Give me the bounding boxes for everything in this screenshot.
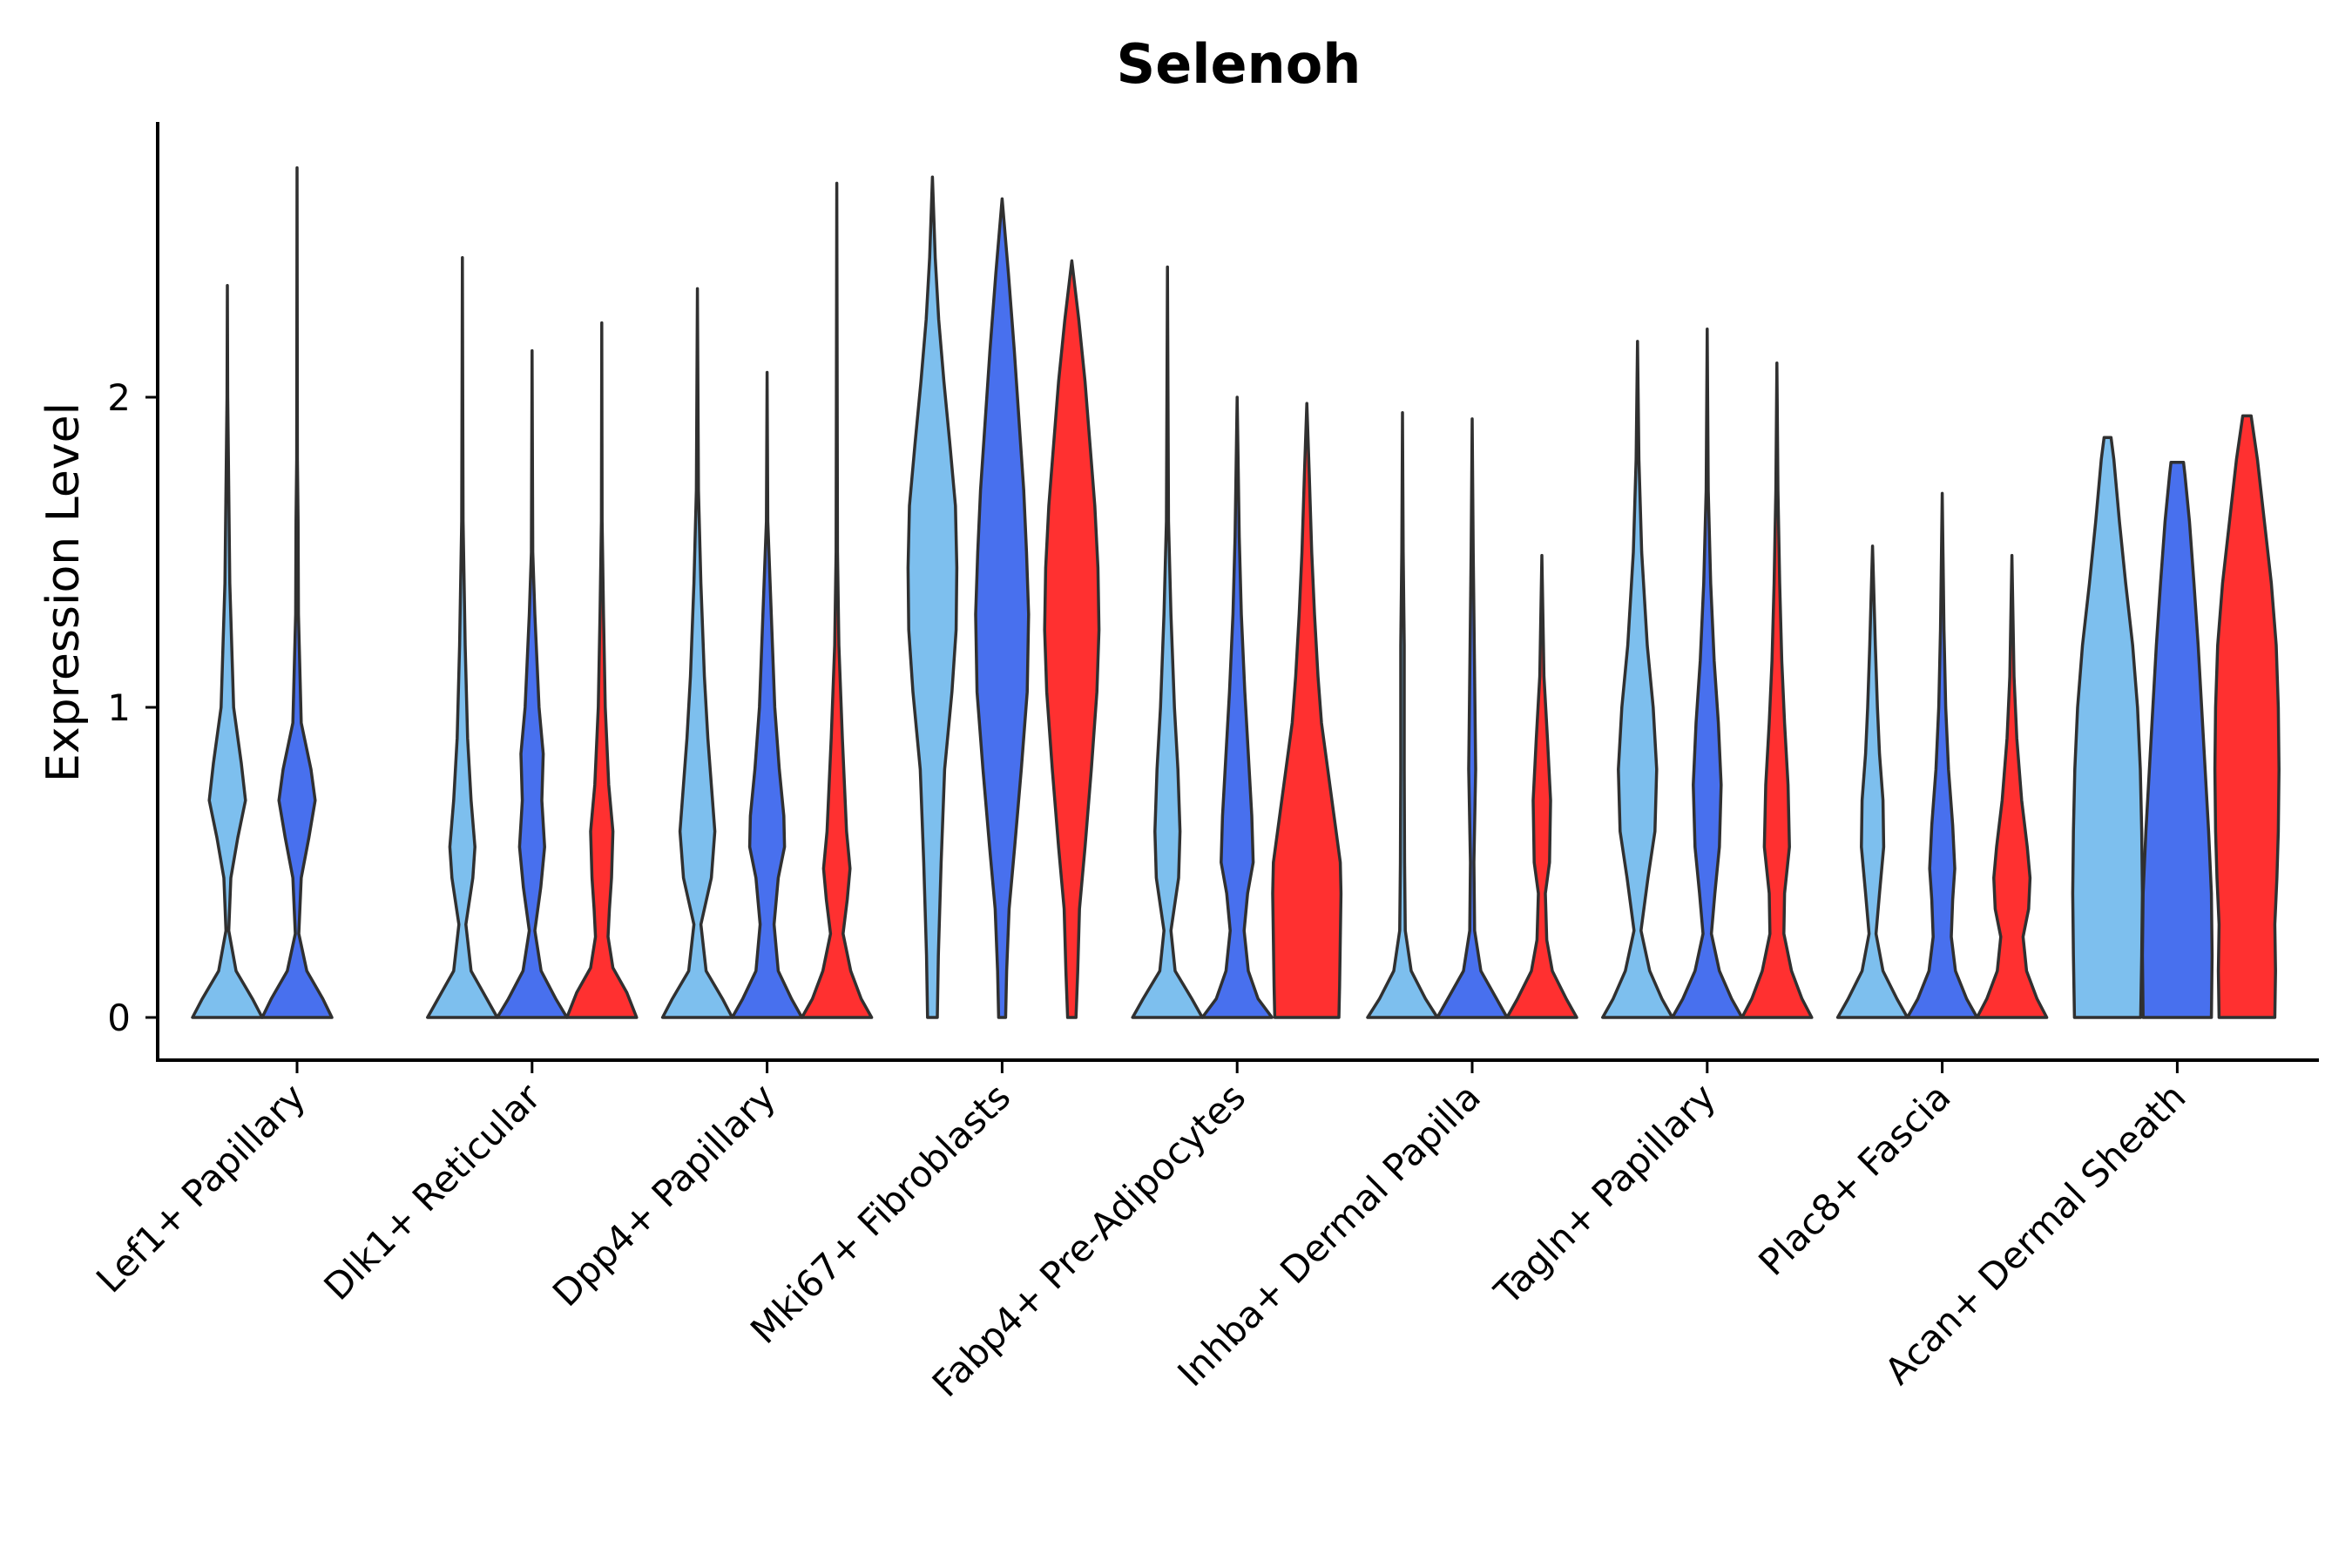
violin-4-0 <box>1131 265 1204 1019</box>
violin-7-1 <box>1905 491 1979 1019</box>
violin-3-0 <box>906 175 959 1019</box>
x-tick-label: Dlk1+ Reticular <box>315 1075 549 1308</box>
violin-2-1 <box>730 370 804 1019</box>
x-tick-label: Dpp4+ Papillary <box>544 1075 784 1315</box>
y-tick-label: 0 <box>107 997 131 1039</box>
violin-5-2 <box>1505 553 1578 1019</box>
violin-1-1 <box>496 348 569 1019</box>
violin-1-2 <box>565 321 639 1019</box>
violin-6-2 <box>1740 362 1814 1019</box>
violins <box>191 166 2281 1019</box>
violin-7-0 <box>1835 544 1909 1019</box>
violin-0-0 <box>191 284 264 1019</box>
violin-7-2 <box>1975 553 2049 1019</box>
y-ticks: 0 1 2 <box>107 376 158 1039</box>
violin-3-2 <box>1043 259 1101 1019</box>
x-tick-label: Mki67+ Fibroblasts <box>742 1075 1018 1351</box>
violin-8-2 <box>2213 414 2281 1019</box>
violin-4-1 <box>1200 395 1274 1019</box>
violin-2-2 <box>800 181 874 1019</box>
x-tick-label: Tagln+ Papillary <box>1485 1075 1723 1313</box>
violin-6-0 <box>1601 340 1674 1019</box>
violin-6-1 <box>1671 327 1744 1019</box>
violin-5-0 <box>1366 411 1439 1019</box>
y-tick-label: 1 <box>107 686 131 729</box>
violin-0-1 <box>260 166 334 1019</box>
violin-8-0 <box>2071 436 2145 1019</box>
violin-2-0 <box>660 287 734 1019</box>
violin-4-2 <box>1271 402 1343 1019</box>
y-axis-label: Expression Level <box>37 402 90 782</box>
violin-1-0 <box>426 256 499 1019</box>
chart-title: Selenoh <box>1117 32 1362 96</box>
y-tick-label: 2 <box>107 376 131 419</box>
x-tick-label: Lef1+ Papillary <box>88 1075 314 1301</box>
violin-3-1 <box>974 197 1031 1019</box>
x-tick-label: Plac8+ Fascia <box>1750 1075 1958 1283</box>
violin-8-1 <box>2140 461 2214 1019</box>
violin-5-1 <box>1436 417 1509 1019</box>
